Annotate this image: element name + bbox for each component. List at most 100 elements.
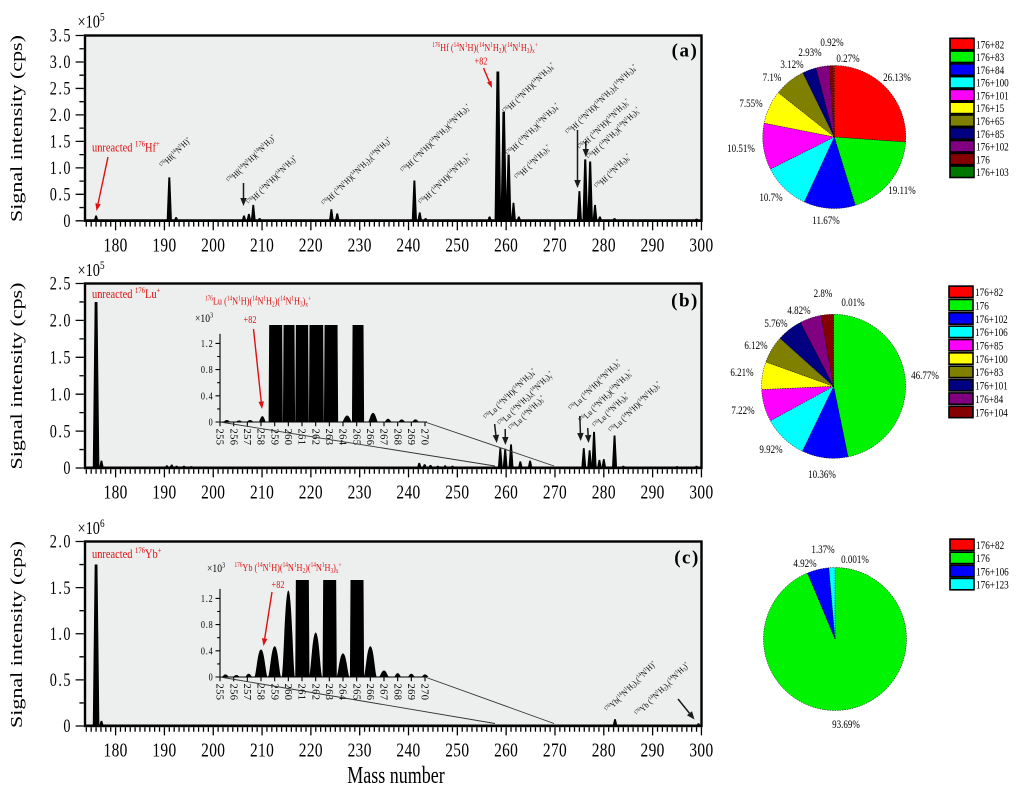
svg-text:176+82: 176+82 — [976, 540, 1004, 552]
svg-text:10.7%: 10.7% — [759, 192, 782, 204]
svg-text:5.76%: 5.76% — [764, 318, 787, 330]
svg-text:176: 176 — [976, 553, 990, 565]
svg-text:176+83: 176+83 — [976, 52, 1004, 64]
svg-text:255: 255 — [214, 429, 225, 446]
svg-text:255: 255 — [214, 684, 225, 701]
svg-text:0.001%: 0.001% — [841, 554, 869, 566]
svg-text:190: 190 — [152, 481, 176, 504]
svg-text:0.8: 0.8 — [201, 365, 214, 376]
svg-text:261: 261 — [296, 684, 307, 701]
svg-text:+82: +82 — [244, 314, 257, 326]
svg-text:240: 240 — [396, 739, 420, 762]
svg-text:258: 258 — [255, 429, 266, 446]
svg-text:2.93%: 2.93% — [798, 47, 821, 59]
svg-text:210: 210 — [250, 481, 274, 504]
svg-text:2.5: 2.5 — [50, 273, 72, 294]
svg-text:176+15: 176+15 — [976, 103, 1004, 115]
svg-text:1.0: 1.0 — [50, 383, 72, 404]
svg-text:280: 280 — [592, 739, 616, 762]
svg-text:6.21%: 6.21% — [730, 367, 753, 379]
svg-text:176+100: 176+100 — [975, 354, 1008, 366]
svg-text:268: 268 — [391, 684, 402, 701]
svg-text:1.5: 1.5 — [50, 131, 72, 152]
svg-text:180: 180 — [104, 233, 128, 256]
svg-text:230: 230 — [348, 233, 372, 256]
svg-text:257: 257 — [241, 684, 252, 701]
svg-text:19.11%: 19.11% — [888, 185, 916, 197]
svg-text:280: 280 — [592, 233, 616, 256]
svg-text:176+85: 176+85 — [976, 129, 1004, 141]
svg-text:210: 210 — [250, 739, 274, 762]
svg-text:262: 262 — [309, 684, 320, 701]
svg-text:257: 257 — [241, 429, 252, 446]
svg-text:0.01%: 0.01% — [841, 297, 864, 309]
svg-text:176Hf (14N1H)(14N1H2)2(14N1H3): 176Hf (14N1H)(14N1H2)2(14N1H3)+ — [320, 135, 395, 210]
svg-text:176Lu (14N1H)(14N1H2)(14N1H3)x: 176Lu (14N1H)(14N1H2)(14N1H3)x+ — [205, 295, 311, 309]
svg-text:240: 240 — [396, 233, 420, 256]
svg-text:240: 240 — [396, 481, 420, 504]
svg-text:176: 176 — [975, 301, 989, 313]
svg-text:176+123: 176+123 — [976, 580, 1009, 592]
svg-text:176Lu (14N1H2)x(14N1H3)y+: 176Lu (14N1H2)x(14N1H3)y+ — [496, 369, 557, 430]
svg-text:260: 260 — [494, 233, 518, 256]
svg-text:176Lu (14N1H)(14N1H2)4+: 176Lu (14N1H)(14N1H2)4+ — [482, 366, 539, 423]
svg-text:176Hf (14N1H)(14N1H3)+: 176Hf (14N1H)(14N1H3)+ — [245, 153, 300, 208]
svg-text:×105: ×105 — [78, 259, 105, 280]
svg-text:1.0: 1.0 — [50, 157, 72, 178]
svg-text:10.51%: 10.51% — [727, 143, 755, 155]
svg-text:0: 0 — [63, 457, 72, 478]
svg-text:267: 267 — [378, 429, 389, 446]
svg-text:176+84: 176+84 — [976, 65, 1005, 77]
svg-text:1.5: 1.5 — [50, 347, 72, 368]
svg-text:200: 200 — [201, 739, 225, 762]
svg-text:0.5: 0.5 — [50, 669, 72, 690]
svg-text:230: 230 — [348, 739, 372, 762]
svg-text:220: 220 — [299, 739, 323, 762]
svg-text:4.92%: 4.92% — [793, 558, 816, 570]
svg-text:2.0: 2.0 — [50, 531, 72, 552]
svg-text:176+84: 176+84 — [975, 394, 1004, 406]
svg-text:264: 264 — [337, 684, 348, 701]
svg-text:7.55%: 7.55% — [739, 98, 762, 110]
svg-text:190: 190 — [152, 739, 176, 762]
svg-text:176+104: 176+104 — [975, 407, 1008, 419]
svg-text:210: 210 — [250, 233, 274, 256]
svg-text:261: 261 — [296, 429, 307, 446]
svg-text:11.67%: 11.67% — [812, 215, 840, 227]
svg-text:176+82: 176+82 — [976, 39, 1004, 51]
svg-text:250: 250 — [445, 739, 469, 762]
svg-text:269: 269 — [405, 684, 416, 701]
svg-text:176Hf(14N1H)(14N1H2)+: 176Hf(14N1H)(14N1H2)+ — [225, 132, 279, 186]
svg-text:176+101: 176+101 — [975, 381, 1008, 393]
svg-text:×106: ×106 — [78, 517, 105, 538]
svg-text:0: 0 — [63, 210, 72, 231]
svg-text:4.82%: 4.82% — [787, 305, 810, 317]
svg-text:300: 300 — [689, 233, 713, 256]
svg-text:0: 0 — [63, 715, 72, 736]
svg-text:176+102: 176+102 — [976, 142, 1009, 154]
svg-text:7.22%: 7.22% — [731, 405, 754, 417]
svg-text:290: 290 — [641, 481, 665, 504]
svg-text:Mass number: Mass number — [347, 762, 444, 789]
svg-text:220: 220 — [299, 233, 323, 256]
svg-text:9.92%: 9.92% — [759, 444, 782, 456]
svg-text:1.5: 1.5 — [50, 577, 72, 598]
svg-text:263: 263 — [323, 684, 334, 701]
svg-text:200: 200 — [201, 481, 225, 504]
svg-text:176+101: 176+101 — [976, 91, 1009, 103]
svg-text:260: 260 — [494, 481, 518, 504]
svg-text:176Yb (14N1H)(14N1H2)(14N1H3)x: 176Yb (14N1H)(14N1H2)(14N1H3)x+ — [235, 561, 342, 575]
svg-text:0.4: 0.4 — [201, 646, 214, 657]
svg-text:0.5: 0.5 — [50, 184, 72, 205]
svg-text:270: 270 — [543, 233, 567, 256]
svg-text:0: 0 — [209, 673, 214, 684]
svg-text:2.5: 2.5 — [50, 78, 72, 99]
svg-text:10.36%: 10.36% — [808, 469, 836, 481]
svg-text:unreacted 176Lu+: unreacted 176Lu+ — [92, 285, 160, 301]
svg-text:×103: ×103 — [207, 561, 226, 575]
svg-text:1.37%: 1.37% — [811, 544, 834, 556]
svg-text:250: 250 — [445, 481, 469, 504]
svg-text:266: 266 — [364, 429, 375, 446]
svg-text:unreacted 176Yb+: unreacted 176Yb+ — [92, 545, 161, 561]
svg-text:1.0: 1.0 — [50, 623, 72, 644]
